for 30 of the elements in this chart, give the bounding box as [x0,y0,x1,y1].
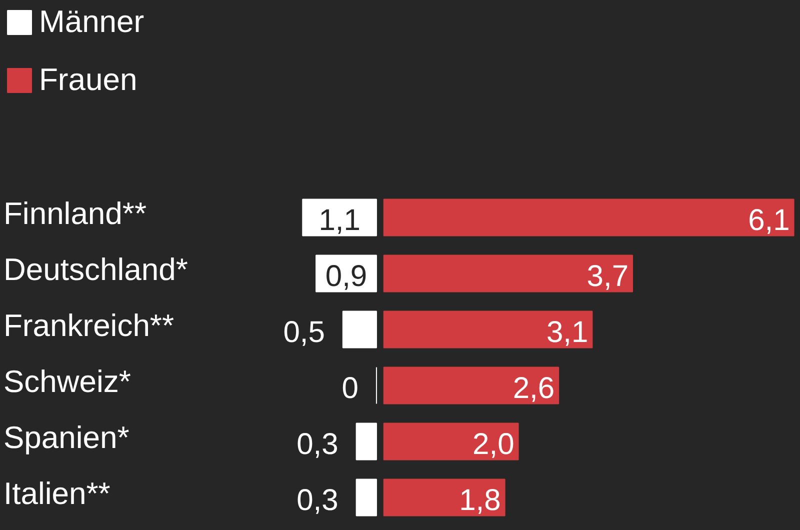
y-tick-label: Finnland** [4,196,147,231]
y-tick-label: Deutschland* [4,252,188,287]
bar [356,478,377,516]
bar [383,366,560,404]
data-label: 0 [342,372,358,405]
data-label: 0,3 [296,428,338,461]
data-label: 1,1 [318,204,360,237]
data-label: 1,8 [459,484,501,517]
bar [356,422,377,460]
bar [383,310,593,348]
bar [383,254,633,292]
bar [383,478,506,516]
bar [383,198,794,236]
bar [383,422,519,460]
data-label: 0,3 [296,484,338,517]
data-label: 0,5 [283,316,325,349]
data-label: 0,9 [325,260,368,293]
bar [342,310,377,348]
data-label: 6,1 [748,204,790,237]
legend-label: Frauen [39,62,138,98]
y-tick-label: Spanien* [4,420,130,455]
y-tick-label: Italien** [4,476,110,511]
data-label: 3,7 [586,260,629,293]
bar [302,198,377,236]
data-label: 2,6 [512,372,555,405]
y-tick-label: Schweiz* [4,364,131,399]
data-label: 2,0 [472,428,514,461]
y-tick-label: Frankreich** [4,308,174,343]
data-label: 3,1 [546,316,588,349]
legend-label: Männer [39,4,144,40]
